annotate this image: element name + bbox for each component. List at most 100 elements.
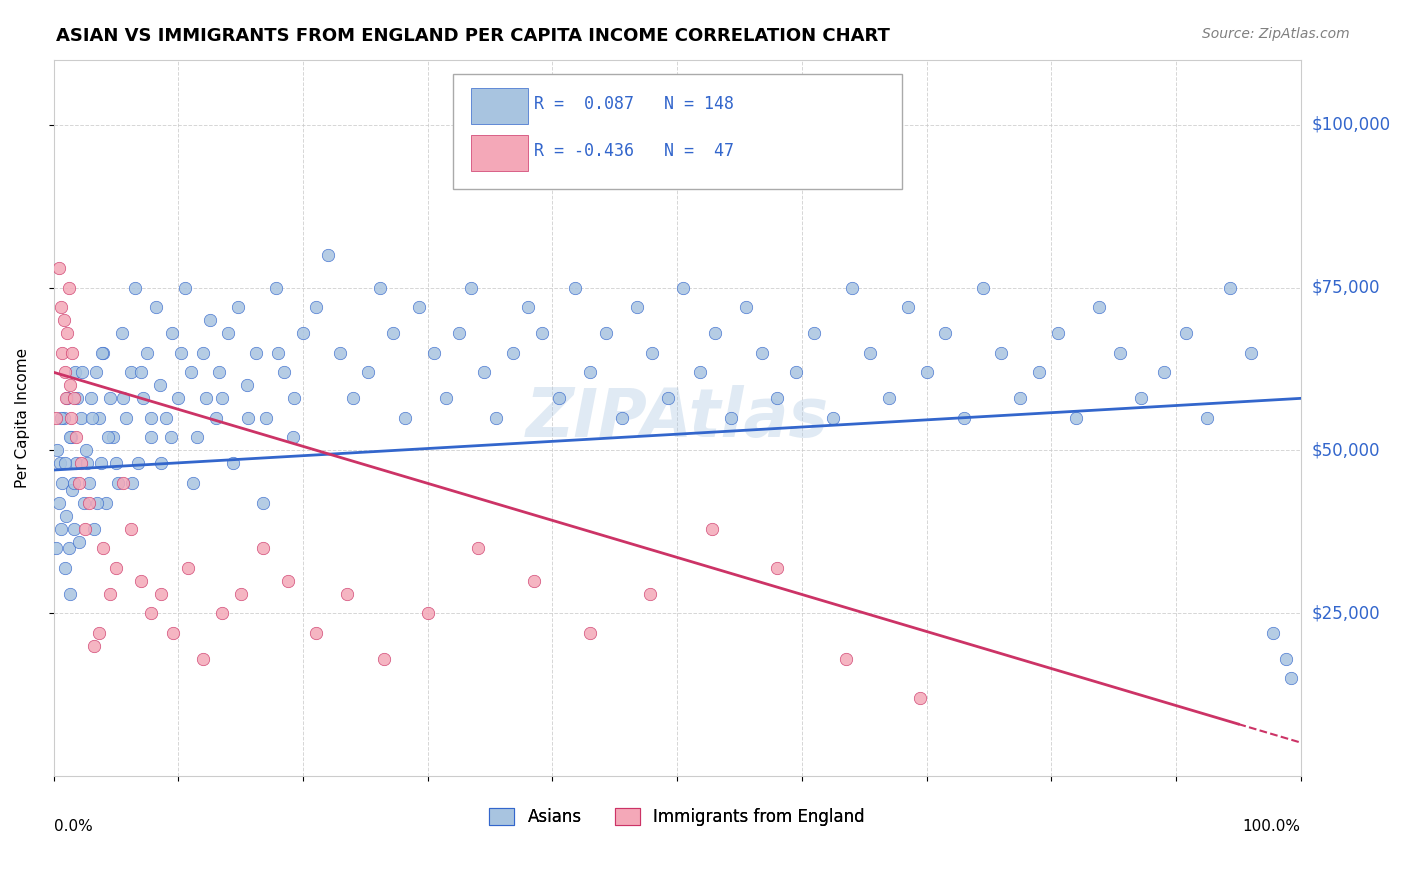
Point xyxy=(204,410,226,425)
Point xyxy=(139,430,162,444)
Point xyxy=(49,410,72,425)
Point xyxy=(90,457,112,471)
Point xyxy=(59,378,82,392)
Point xyxy=(56,392,79,406)
Point xyxy=(132,392,155,406)
Point xyxy=(167,392,190,406)
Point xyxy=(72,495,94,509)
Point xyxy=(1153,365,1175,379)
Point xyxy=(77,476,100,491)
Point xyxy=(823,410,845,425)
Point xyxy=(934,326,956,341)
Point xyxy=(273,365,295,379)
Point xyxy=(49,457,72,471)
Point xyxy=(626,300,648,314)
Point xyxy=(124,280,146,294)
Point xyxy=(1197,410,1219,425)
Point xyxy=(194,392,217,406)
Point xyxy=(1263,625,1285,640)
Point xyxy=(149,378,172,392)
Point xyxy=(803,326,825,341)
Point xyxy=(245,345,267,359)
FancyBboxPatch shape xyxy=(471,88,527,124)
Point xyxy=(672,280,695,294)
Point xyxy=(62,476,84,491)
Point xyxy=(86,495,108,509)
Point xyxy=(75,443,97,458)
Point xyxy=(120,365,142,379)
Point xyxy=(1130,392,1153,406)
Point xyxy=(97,430,120,444)
Point xyxy=(51,476,73,491)
Point xyxy=(65,457,87,471)
Point xyxy=(60,483,83,497)
Point xyxy=(129,574,152,588)
Point xyxy=(120,522,142,536)
Point xyxy=(87,410,110,425)
Point xyxy=(316,248,339,262)
Point xyxy=(112,476,135,491)
Point xyxy=(1109,345,1132,359)
Point xyxy=(193,652,215,666)
Point xyxy=(60,410,83,425)
Point xyxy=(447,326,470,341)
Point xyxy=(93,345,115,359)
Point xyxy=(170,345,193,359)
Point xyxy=(53,457,76,471)
Point xyxy=(531,326,554,341)
Point xyxy=(104,457,127,471)
Point xyxy=(104,560,127,574)
Point xyxy=(93,541,115,556)
Point xyxy=(467,541,489,556)
Point xyxy=(292,326,315,341)
Point xyxy=(160,326,183,341)
Text: R = -0.436   N =  47: R = -0.436 N = 47 xyxy=(534,143,734,161)
Point xyxy=(115,410,138,425)
Point xyxy=(751,345,773,359)
Point xyxy=(252,541,274,556)
Point xyxy=(121,476,143,491)
Point xyxy=(70,457,93,471)
Point xyxy=(83,639,105,653)
Text: 0.0%: 0.0% xyxy=(53,819,93,834)
Point xyxy=(1240,345,1263,359)
Point xyxy=(45,541,67,556)
Point xyxy=(342,392,364,406)
Point xyxy=(252,495,274,509)
Text: $75,000: $75,000 xyxy=(1312,278,1381,297)
Point xyxy=(416,607,439,621)
Point xyxy=(657,392,679,406)
Point xyxy=(149,457,172,471)
Point xyxy=(63,365,86,379)
Point xyxy=(84,365,107,379)
Point xyxy=(1028,365,1050,379)
Point xyxy=(186,430,208,444)
Point xyxy=(1275,652,1298,666)
Point xyxy=(193,345,215,359)
Point xyxy=(62,522,84,536)
Point xyxy=(53,560,76,574)
Point xyxy=(98,587,121,601)
Point xyxy=(211,392,233,406)
Point xyxy=(612,410,634,425)
Point xyxy=(177,560,200,574)
Point xyxy=(734,300,756,314)
Point xyxy=(485,410,508,425)
Point xyxy=(72,365,94,379)
Point xyxy=(236,378,259,392)
Point xyxy=(304,625,326,640)
Point xyxy=(58,280,80,294)
Point xyxy=(51,345,73,359)
Point xyxy=(595,326,617,341)
Text: ASIAN VS IMMIGRANTS FROM ENGLAND PER CAPITA INCOME CORRELATION CHART: ASIAN VS IMMIGRANTS FROM ENGLAND PER CAP… xyxy=(56,27,890,45)
Point xyxy=(77,495,100,509)
Point xyxy=(111,326,134,341)
Point xyxy=(222,457,245,471)
Point xyxy=(238,410,260,425)
Point xyxy=(180,365,202,379)
Point xyxy=(915,365,938,379)
Point xyxy=(423,345,446,359)
Point xyxy=(370,280,392,294)
Point xyxy=(67,534,90,549)
Point xyxy=(579,365,602,379)
